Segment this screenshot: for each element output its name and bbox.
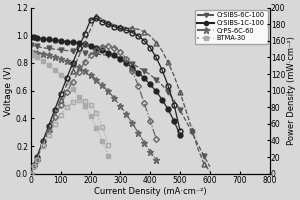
Legend: CrSIBS-6C-100, CrSIBS-1C-100, CrPS-6C-60, BTMA-30: CrSIBS-6C-100, CrSIBS-1C-100, CrPS-6C-60… bbox=[195, 10, 268, 44]
X-axis label: Current Density (mA·cm⁻²): Current Density (mA·cm⁻²) bbox=[94, 187, 206, 196]
Y-axis label: Power Density (mW·cm⁻²): Power Density (mW·cm⁻²) bbox=[287, 36, 296, 145]
Y-axis label: Voltage (V): Voltage (V) bbox=[4, 66, 13, 116]
